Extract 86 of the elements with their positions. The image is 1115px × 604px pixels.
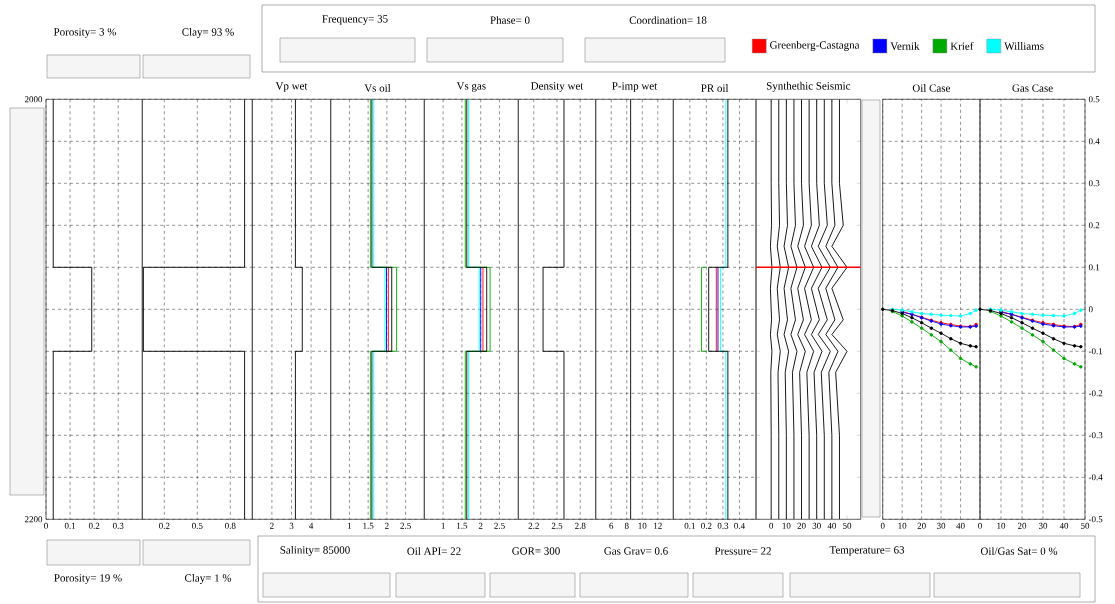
x-tick-label: 0.2 (701, 522, 712, 529)
x-tick-label: 30 (812, 522, 821, 529)
x-tick-label: 30 (937, 522, 946, 529)
x-tick-label: 1 (441, 522, 445, 529)
x-tick-label: 20 (917, 522, 926, 529)
text: Coordination= 18 (629, 16, 707, 24)
text: Porosity= 19 % (54, 574, 122, 584)
x-tick-label: 20 (797, 522, 806, 529)
legend-label: Krief (950, 42, 974, 50)
x-tick-label: 0.2 (159, 522, 170, 529)
y-tick-label: 2000 (24, 96, 43, 103)
x-tick-label: 8 (624, 522, 629, 529)
x-tick-label: 30 (1038, 522, 1048, 529)
chart-title: Vs gas (456, 82, 486, 92)
x-tick-label: 1.5 (363, 522, 374, 529)
x-tick-label: 2 (270, 522, 274, 529)
x-tick-label: 0.3 (112, 522, 124, 529)
x-tick-label: 0 (880, 522, 885, 529)
y-tick-label: -0.1 (1088, 348, 1103, 355)
chart-title: Vp wet (275, 82, 308, 92)
y-tick-label: 0.3 (1088, 180, 1100, 187)
x-tick-label: 12 (654, 522, 662, 529)
y-tick-label: 0.4 (1088, 138, 1100, 145)
x-tick-label: 10 (997, 522, 1006, 529)
y-tick-label: 0.5 (1088, 96, 1100, 103)
x-tick-label: 2 (385, 522, 389, 529)
y-tick-label: -0.4 (1088, 474, 1103, 481)
chart-title: Synthethic Seismic (766, 81, 851, 92)
y-tick-label: 0.2 (1088, 222, 1100, 229)
text: Phase= 0 (490, 16, 530, 24)
text: Oil API= 22 (407, 547, 461, 555)
x-tick-label: 50 (843, 522, 852, 529)
text: Gas Grav= 0.6 (604, 547, 668, 555)
x-tick-label: 2.8 (575, 522, 586, 529)
legend-label: Williams (1004, 42, 1044, 50)
text: GOR= 300 (512, 547, 560, 555)
x-tick-label: 0.2 (88, 522, 100, 529)
text: Clay= 93 % (182, 28, 234, 38)
legend-label: Vernik (890, 42, 920, 50)
x-tick-label: 0.5 (192, 522, 203, 529)
text: Temperature= 63 (829, 546, 905, 556)
x-tick-label: 40 (956, 522, 965, 529)
x-tick-label: 0.1 (64, 522, 76, 529)
x-tick-label: 0.8 (225, 522, 236, 529)
y-tick-label: -0.5 (1088, 516, 1103, 523)
y-tick-label: 0 (1088, 306, 1093, 313)
text: Salinity= 85000 (280, 546, 350, 556)
x-tick-label: 2.5 (494, 522, 505, 529)
x-tick-label: 0 (44, 522, 48, 529)
chart-title: Vs oil (364, 84, 391, 92)
y-tick-label: 0.1 (1088, 264, 1100, 271)
x-tick-label: 0 (978, 522, 982, 529)
x-tick-label: 2 (478, 522, 483, 529)
x-tick-label: 3 (289, 522, 294, 529)
x-tick-label: 6 (609, 522, 614, 529)
x-tick-label: 1 (347, 522, 352, 529)
x-tick-label: 10 (638, 522, 647, 529)
x-tick-label: 10 (782, 522, 791, 529)
legend-label: Greenberg-Castagna (770, 41, 860, 51)
x-tick-label: 50 (1081, 522, 1090, 529)
chart-title: P-imp wet (612, 82, 658, 92)
text: Pressure= 22 (714, 547, 771, 555)
y-tick-label: 2200 (24, 516, 43, 523)
x-tick-label: 10 (898, 522, 907, 529)
y-tick-label: -0.3 (1088, 432, 1103, 439)
x-tick-label: 40 (827, 522, 837, 529)
chart-title: Gas Case (1012, 84, 1053, 92)
chart-title: Oil Case (912, 84, 951, 92)
text: Oil/Gas Sat= 0 % (980, 547, 1058, 555)
x-tick-label: 0.4 (734, 522, 745, 529)
y-tick-label: -0.2 (1088, 390, 1103, 397)
x-tick-label: 0 (769, 522, 774, 529)
x-tick-label: 2.5 (551, 522, 563, 529)
x-tick-label: 1.5 (457, 522, 468, 529)
chart-title: PR oil (701, 84, 729, 92)
text: Frequency= 35 (322, 15, 388, 25)
x-tick-label: 20 (1017, 522, 1027, 529)
x-tick-label: 4 (309, 522, 314, 529)
x-tick-label: 2.5 (400, 522, 411, 529)
x-tick-label: 0.1 (684, 522, 695, 529)
x-tick-label: 0.3 (717, 522, 729, 529)
x-tick-label: 40 (1059, 522, 1069, 529)
text: Porosity= 3 % (53, 28, 117, 38)
chart-title: Density wet (530, 82, 584, 92)
text: Clay= 1 % (184, 574, 232, 584)
x-tick-label: 2.2 (528, 522, 539, 529)
